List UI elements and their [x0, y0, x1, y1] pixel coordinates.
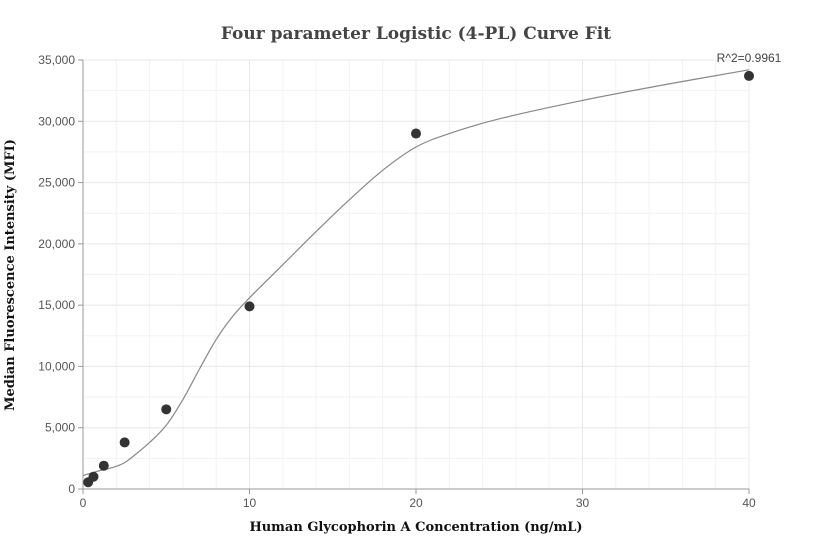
y-tick-label: 5,000: [45, 421, 75, 435]
x-tick-label: 10: [243, 496, 257, 510]
y-axis-label: Median Fluorescence Intensity (MFI): [3, 139, 18, 411]
x-tick-labels: 0 10 20 30 40: [80, 489, 756, 510]
data-point: [88, 471, 99, 482]
major-grid: [83, 59, 750, 489]
y-tick-labels: 0 5,000 10,000 15,000 20,000 25,000 30,000 35,0…: [38, 53, 83, 496]
y-tick-label: 30,000: [38, 114, 75, 128]
y-tick-label: 20,000: [38, 237, 75, 251]
x-axis-label: Human Glycophorin A Concentration (ng/mL…: [249, 520, 582, 535]
y-tick-label: 0: [68, 482, 75, 496]
r-squared-annotation: R^2=0.9961: [717, 51, 782, 65]
data-points: [83, 70, 754, 488]
y-tick-label: 10,000: [38, 359, 75, 373]
x-tick-label: 20: [409, 496, 423, 510]
data-point: [411, 128, 421, 139]
data-point: [119, 437, 130, 448]
x-tick-label: 0: [80, 496, 87, 510]
y-tick-label: 15,000: [38, 298, 75, 312]
data-point: [161, 404, 172, 415]
data-point: [244, 301, 255, 312]
fit-curve-line: [82, 69, 750, 477]
y-tick-label: 35,000: [38, 53, 75, 67]
x-tick-label: 40: [742, 496, 756, 510]
data-point: [744, 70, 754, 81]
data-point: [98, 460, 109, 471]
x-tick-label: 30: [576, 496, 590, 510]
y-tick-label: 25,000: [38, 176, 75, 190]
chart-title: Four parameter Logistic (4-PL) Curve Fit: [221, 24, 611, 44]
